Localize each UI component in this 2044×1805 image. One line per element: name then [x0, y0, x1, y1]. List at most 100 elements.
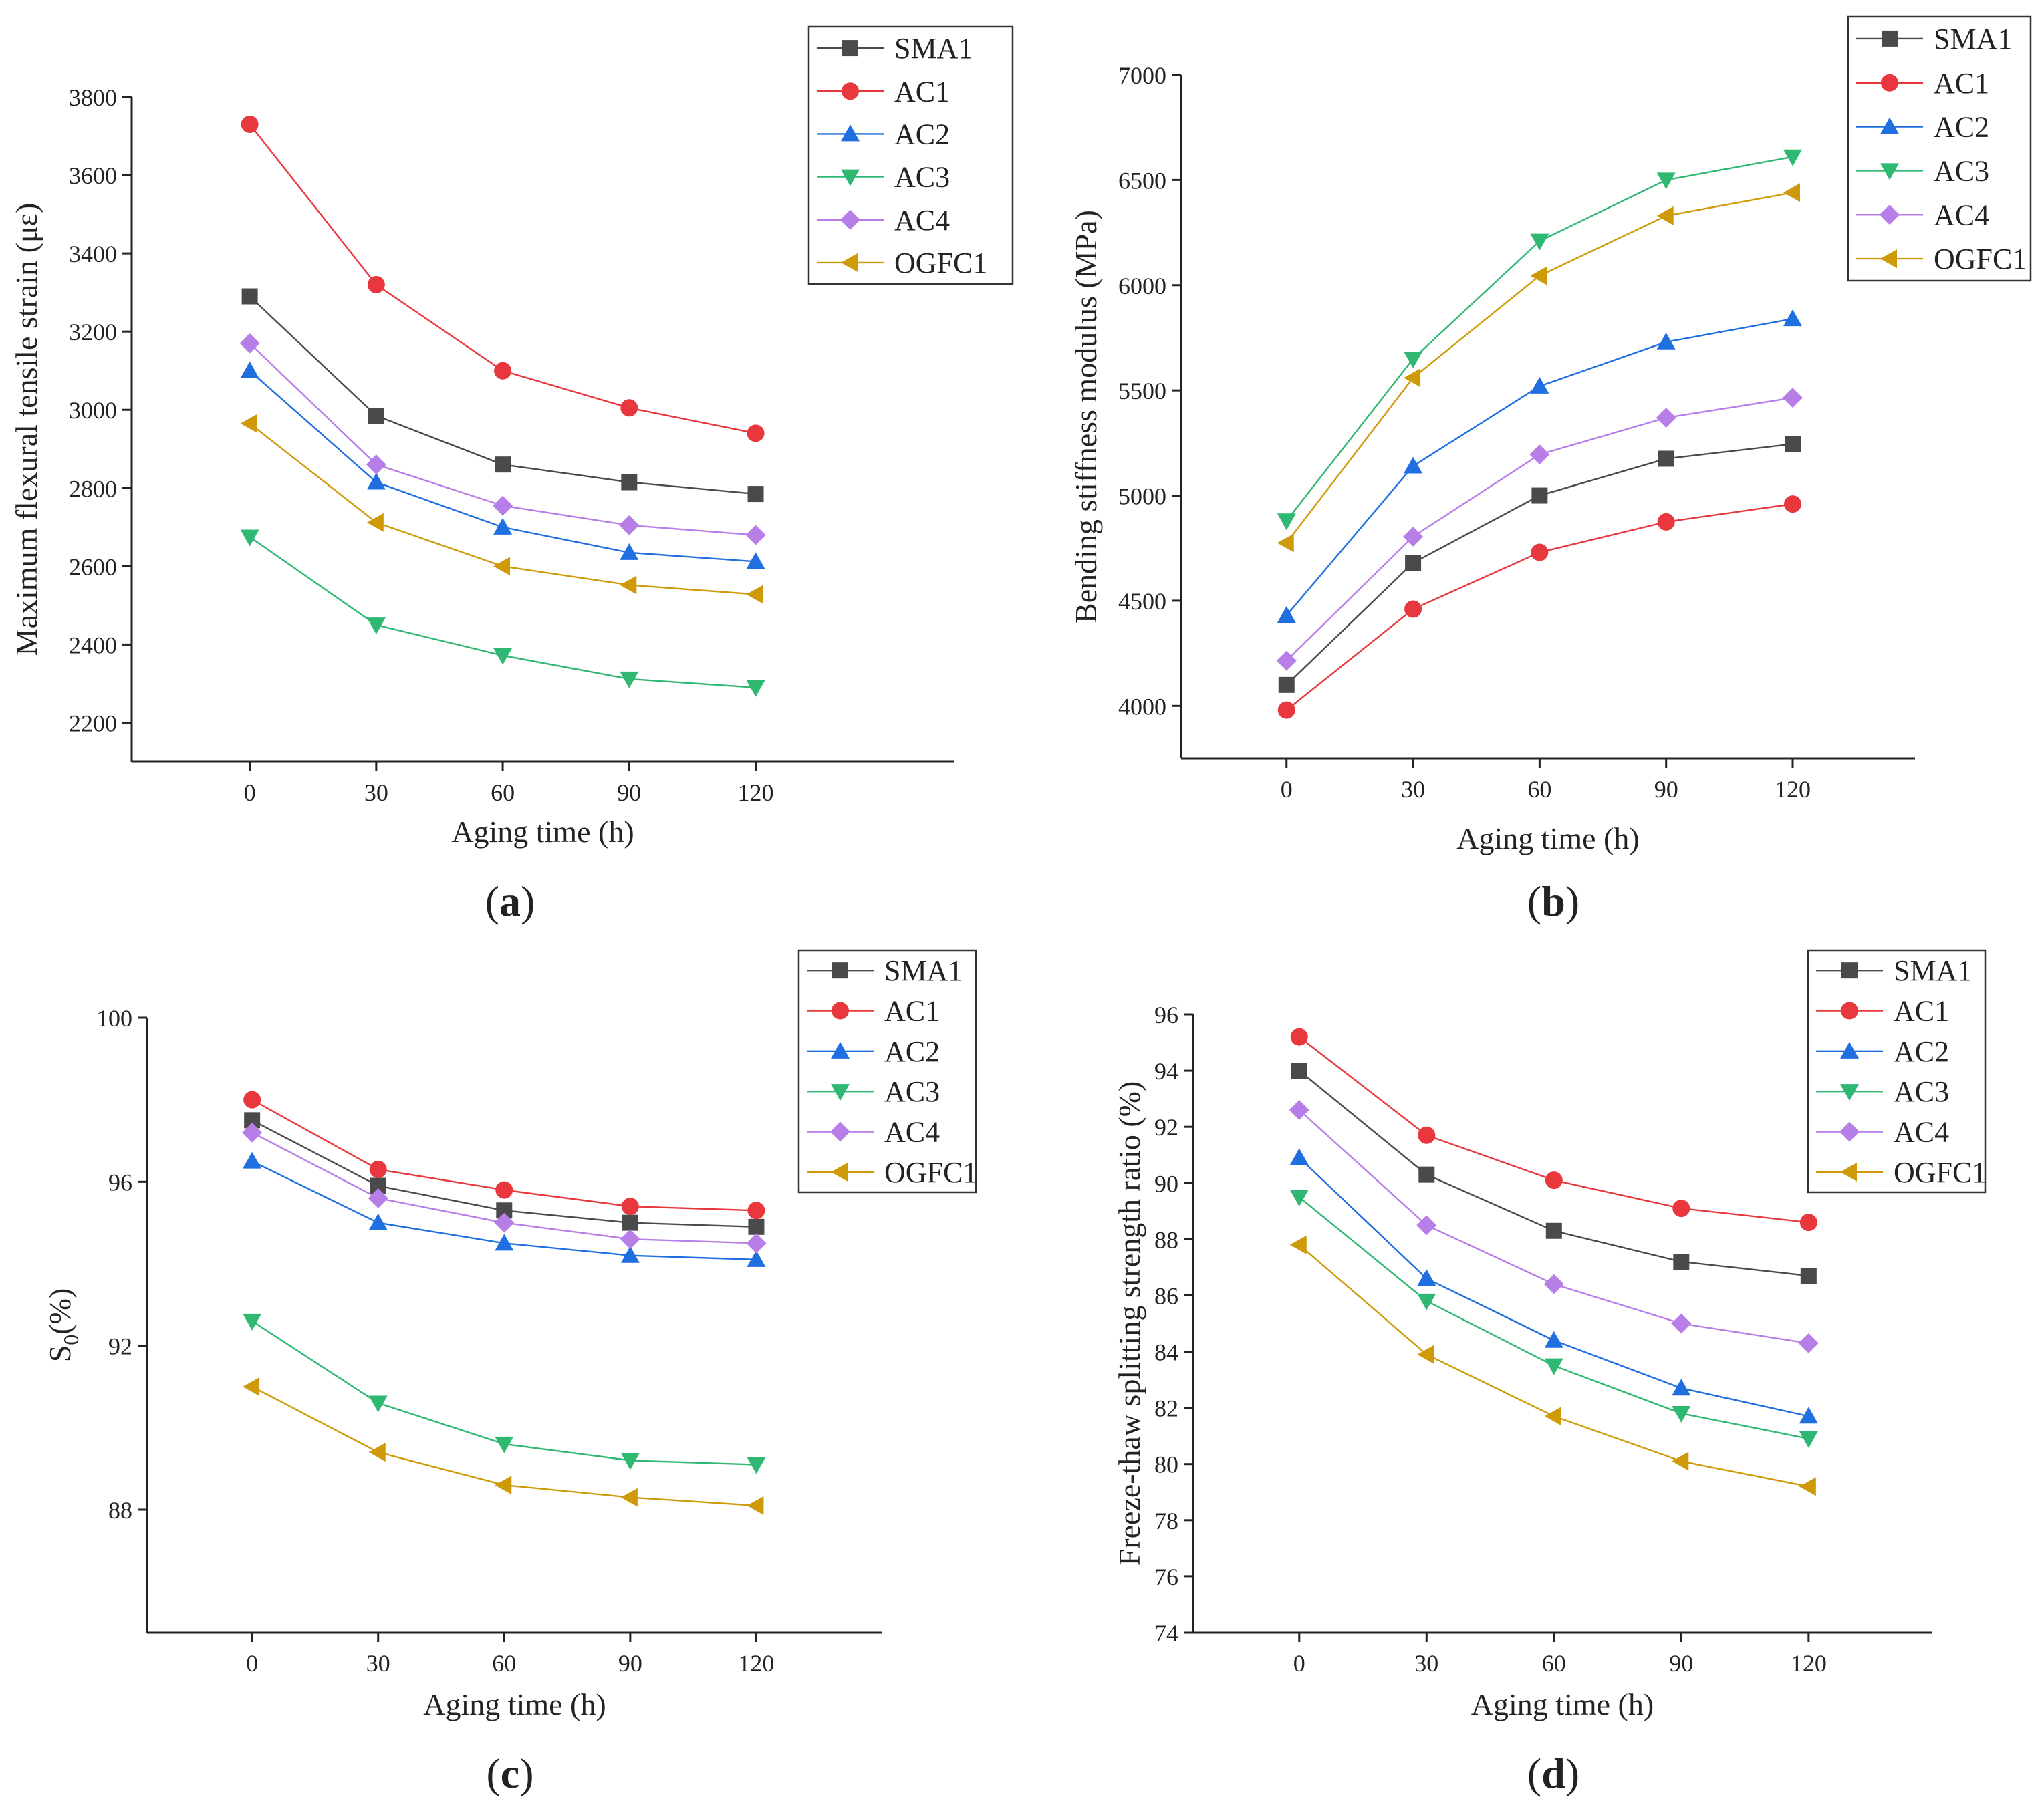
data-point-ac4 [745, 525, 766, 545]
x-tick-label: 120 [1775, 776, 1811, 803]
y-tick-label: 3000 [69, 397, 117, 424]
legend-box [797, 949, 977, 1194]
legend-marker-ac1 [832, 1002, 849, 1020]
data-point-ac4 [366, 454, 386, 475]
legend-marker-ogfc1 [831, 1162, 848, 1182]
legend-label-ogfc1: OGFC1 [894, 247, 987, 279]
y-tick-label: 4000 [1118, 693, 1166, 720]
data-point-ac4 [1416, 1215, 1437, 1236]
data-point-ac1 [621, 1198, 639, 1216]
panel-label-close-paren: ) [1565, 877, 1579, 925]
legend-marker-sma1 [1841, 962, 1858, 979]
data-point-ogfc1 [1672, 1451, 1689, 1471]
data-point-sma1 [1658, 450, 1674, 467]
x-tick-label: 0 [1281, 776, 1293, 803]
data-point-ac2 [240, 361, 259, 378]
legend-marker-ac2 [1840, 1041, 1859, 1059]
data-point-ac3 [1656, 172, 1676, 190]
legend: SMA1 AC1 AC2 AC3 AC4 OGFC1 [1807, 949, 1987, 1194]
legend-label-sma1: SMA1 [894, 32, 973, 65]
data-point-ac1 [1657, 513, 1675, 531]
data-point-ac2 [1656, 332, 1676, 350]
data-point-ac3 [1404, 351, 1423, 368]
data-point-ac3 [1783, 149, 1802, 166]
x-tick-label: 120 [738, 779, 774, 806]
y-tick-label: 92 [108, 1333, 132, 1360]
data-point-sma1 [1291, 1063, 1307, 1079]
data-point-ac4 [368, 1188, 388, 1208]
legend-marker-sma1 [832, 962, 848, 979]
legend-label-ac2: AC2 [1934, 111, 1989, 144]
series-line-ac4 [1285, 396, 1793, 662]
legend-box [807, 25, 1014, 285]
data-point-ac2 [1783, 309, 1802, 327]
y-axis-title: Freeze-thaw splitting strength ratio (%) [1112, 1081, 1146, 1566]
legend-label-ac2: AC2 [1894, 1035, 1949, 1068]
data-point-ac2 [1289, 1148, 1309, 1165]
y-tick-label: 2800 [69, 475, 117, 502]
chart-panel-a: 2200 2400 2600 2800 3000 3200 3400 3600 3800 0 30 6… [9, 25, 1014, 925]
data-point-sma1 [748, 1218, 765, 1235]
legend-marker-ac1 [1881, 74, 1898, 92]
panel-label-letter: a [499, 877, 521, 925]
x-tick-label: 60 [491, 779, 515, 806]
data-point-ac1 [1784, 495, 1801, 513]
x-axis-title: Aging time (h) [1456, 821, 1639, 855]
panel-label: (c) [486, 1750, 533, 1797]
data-point-ac1 [1545, 1171, 1563, 1190]
data-point-ac1 [369, 1160, 387, 1178]
x-tick-label: 30 [1401, 776, 1425, 803]
panel-label-close-paren: ) [521, 877, 535, 925]
y-tick-label: 6500 [1118, 167, 1166, 194]
data-point-ac3 [1277, 513, 1296, 531]
legend-marker-ac4 [840, 209, 860, 230]
y-axis-title: Maximum flexural tensile strain (με) [9, 203, 43, 656]
data-point-sma1 [1418, 1166, 1435, 1183]
panel-label-open-paren: ( [486, 1750, 500, 1797]
data-point-ac3 [746, 680, 765, 697]
data-point-ac3 [243, 1313, 262, 1331]
x-tick-label: 90 [618, 1650, 642, 1677]
legend-label-ac3: AC3 [1894, 1075, 1949, 1108]
x-tick-label: 120 [1791, 1650, 1827, 1677]
data-point-ac2 [746, 552, 765, 569]
y-tick-label: 3600 [69, 162, 117, 189]
data-point-ac1 [241, 115, 259, 133]
data-point-sma1 [368, 408, 384, 424]
data-point-ogfc1 [1417, 1345, 1434, 1364]
x-axis-title: Aging time (h) [451, 815, 634, 849]
y-tick-label: 2200 [69, 710, 117, 736]
series-line-ac2 [1285, 317, 1793, 616]
x-tick-label: 60 [1542, 1650, 1566, 1677]
legend-label-ac4: AC4 [1894, 1116, 1949, 1149]
y-tick-label: 3400 [69, 241, 117, 267]
legend-label-ac4: AC4 [884, 1116, 940, 1149]
panel-label-letter: b [1541, 877, 1565, 925]
legend-label-sma1: SMA1 [1934, 23, 2012, 55]
data-point-ac2 [1544, 1331, 1563, 1348]
legend-label-ogfc1: OGFC1 [884, 1156, 977, 1189]
y-axis-title: S0(%) [43, 1288, 83, 1363]
data-point-ac4 [1276, 650, 1297, 671]
data-point-ac1 [620, 399, 638, 417]
data-point-ac4 [239, 333, 260, 354]
x-axis-title: Aging time (h) [423, 1687, 606, 1721]
x-tick-label: 30 [1414, 1650, 1438, 1677]
data-point-ac2 [1404, 456, 1423, 474]
data-point-ogfc1 [1656, 206, 1674, 225]
data-point-sma1 [241, 288, 258, 305]
legend-label-ac3: AC3 [894, 161, 950, 194]
data-point-ac4 [1671, 1313, 1692, 1334]
data-point-ac4 [242, 1122, 263, 1143]
legend-marker-sma1 [842, 40, 858, 57]
data-point-sma1 [622, 1214, 638, 1231]
panel-label-open-paren: ( [485, 877, 499, 925]
data-point-ogfc1 [620, 1488, 638, 1507]
y-tick-label: 96 [1154, 1002, 1178, 1028]
y-tick-label: 82 [1154, 1395, 1178, 1422]
legend-box [1847, 15, 2032, 282]
y-tick-label: 94 [1154, 1058, 1178, 1085]
data-point-ogfc1 [1404, 368, 1421, 388]
data-point-ac4 [746, 1233, 767, 1254]
x-tick-label: 30 [364, 779, 388, 806]
